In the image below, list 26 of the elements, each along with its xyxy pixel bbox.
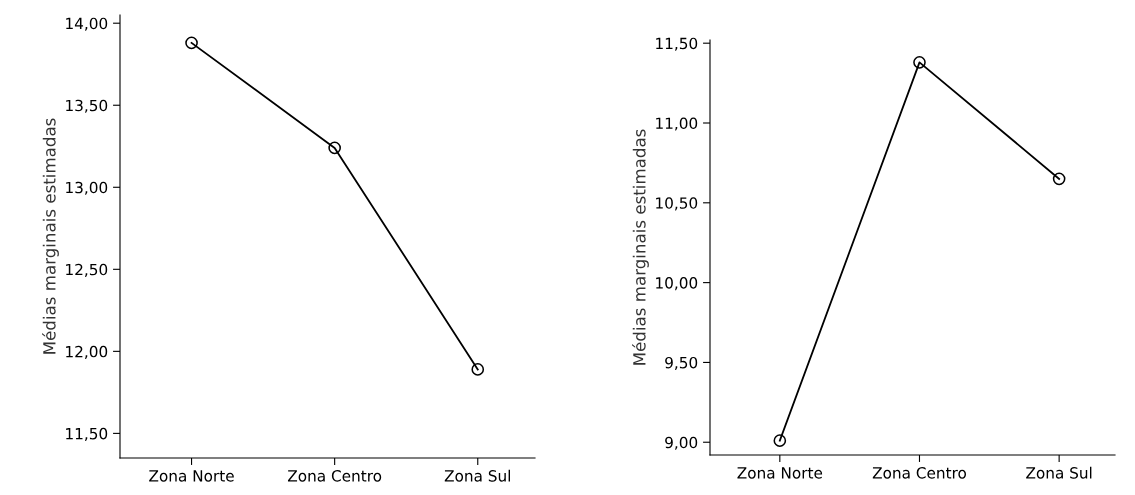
y-tick-label: 11,00 bbox=[656, 117, 698, 131]
y-tick-label: 11,50 bbox=[656, 37, 698, 51]
point bbox=[773, 434, 787, 447]
point bbox=[328, 141, 341, 155]
y-tick-label: 13,50 bbox=[66, 99, 108, 113]
y-tick-label: 9,00 bbox=[665, 436, 698, 450]
y-tick-label: 9,50 bbox=[665, 356, 698, 370]
y-tick-label: 13,00 bbox=[66, 181, 108, 195]
point bbox=[913, 56, 926, 69]
y-tick-label: 10,50 bbox=[656, 197, 698, 211]
y-tick-label: 12,50 bbox=[66, 263, 108, 277]
point bbox=[1052, 172, 1066, 186]
y-tick-label: 10,00 bbox=[656, 277, 698, 291]
point bbox=[185, 36, 198, 50]
y-tick-label: 11,50 bbox=[66, 427, 108, 441]
x-tick-label: Zona Centro bbox=[872, 467, 967, 479]
x-tick-label: Zona Norte bbox=[149, 470, 234, 482]
y-axis-title: Médias marginais estimadas bbox=[632, 129, 649, 365]
point bbox=[471, 363, 485, 376]
x-tick-label: Zona Sul bbox=[1026, 466, 1092, 479]
y-axis-title: Médias marginais estimadas bbox=[42, 118, 59, 354]
y-tick-label: 14,00 bbox=[66, 17, 108, 31]
x-tick-label: Zona Sul bbox=[444, 469, 510, 482]
x-tick-label: Zona Centro bbox=[287, 470, 382, 482]
y-tick-label: 12,00 bbox=[66, 345, 108, 359]
x-tick-label: Zona Norte bbox=[737, 467, 823, 479]
